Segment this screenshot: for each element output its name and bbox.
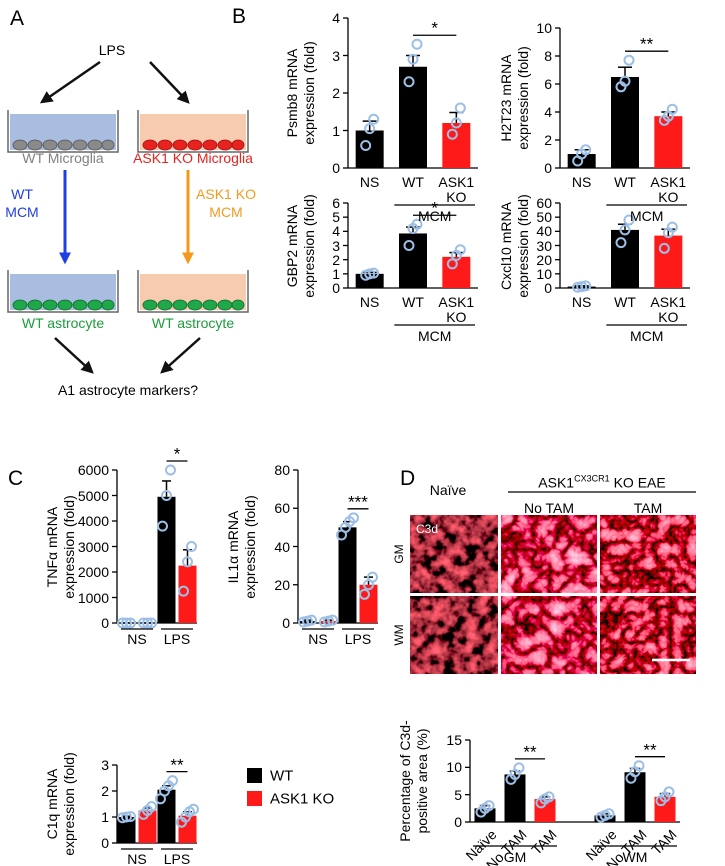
data-point bbox=[188, 803, 199, 815]
dish bbox=[7, 110, 119, 153]
image bbox=[501, 515, 597, 593]
bar bbox=[338, 527, 357, 623]
data-point bbox=[125, 810, 136, 822]
bar bbox=[624, 772, 646, 822]
data-point bbox=[125, 617, 136, 629]
data-point bbox=[446, 128, 458, 140]
data-point bbox=[121, 811, 132, 823]
data-point bbox=[450, 117, 462, 129]
arrow bbox=[149, 61, 190, 104]
bar bbox=[442, 123, 471, 168]
data-point bbox=[306, 614, 317, 626]
data-point bbox=[411, 38, 423, 50]
data-point bbox=[368, 267, 380, 279]
image bbox=[501, 596, 597, 674]
legend-swatch bbox=[247, 768, 262, 783]
data-point bbox=[161, 490, 172, 501]
bar bbox=[534, 799, 556, 822]
data-point bbox=[182, 556, 193, 568]
data-point bbox=[146, 801, 157, 813]
dish bbox=[7, 270, 119, 313]
data-point bbox=[658, 242, 670, 254]
bar bbox=[117, 817, 136, 843]
bar bbox=[654, 116, 683, 168]
data-point bbox=[615, 237, 627, 249]
data-point bbox=[603, 808, 615, 820]
data-point bbox=[454, 244, 466, 256]
image bbox=[410, 596, 498, 674]
arrow bbox=[54, 337, 94, 374]
data-point bbox=[121, 617, 132, 629]
diagram bbox=[7, 60, 249, 374]
bar bbox=[611, 77, 639, 168]
data-point bbox=[348, 512, 359, 524]
data-point bbox=[142, 617, 153, 629]
data-point bbox=[360, 140, 372, 151]
data-point bbox=[619, 75, 631, 87]
image bbox=[410, 515, 498, 593]
data-point bbox=[407, 53, 419, 65]
data-point bbox=[167, 775, 178, 787]
data-point bbox=[364, 268, 376, 280]
data-point bbox=[666, 221, 678, 233]
bar bbox=[611, 229, 639, 288]
data-point bbox=[454, 102, 466, 114]
data-point bbox=[623, 214, 635, 226]
bar bbox=[157, 789, 176, 843]
bar bbox=[504, 774, 526, 822]
data-point bbox=[364, 123, 376, 135]
data-point bbox=[403, 76, 415, 88]
image bbox=[600, 596, 696, 674]
bar bbox=[654, 796, 676, 822]
bar bbox=[178, 815, 197, 843]
data-point bbox=[327, 614, 338, 626]
bar bbox=[157, 496, 176, 623]
data-point bbox=[483, 800, 495, 812]
bar bbox=[399, 233, 427, 288]
data-point bbox=[178, 585, 189, 597]
data-point bbox=[619, 224, 631, 236]
data-point bbox=[513, 762, 525, 774]
data-point bbox=[623, 54, 635, 66]
legend-swatch bbox=[247, 791, 262, 806]
dish bbox=[137, 270, 249, 313]
data-point bbox=[368, 113, 380, 125]
data-point bbox=[146, 617, 157, 629]
bar bbox=[359, 584, 378, 623]
data-point bbox=[580, 144, 592, 156]
bar bbox=[654, 235, 683, 288]
image bbox=[600, 515, 696, 593]
data-point bbox=[411, 218, 423, 230]
data-point bbox=[157, 520, 168, 532]
data-point bbox=[543, 791, 555, 803]
data-point bbox=[359, 588, 370, 600]
data-point bbox=[165, 464, 176, 476]
data-point bbox=[663, 786, 675, 798]
data-point bbox=[403, 240, 415, 251]
dish bbox=[137, 110, 249, 153]
data-point bbox=[633, 760, 645, 772]
data-point bbox=[446, 258, 458, 270]
data-point bbox=[576, 281, 588, 293]
micrograph bbox=[410, 491, 696, 674]
data-point bbox=[367, 571, 378, 583]
data-point bbox=[186, 541, 197, 552]
data-point bbox=[580, 280, 592, 292]
arrow bbox=[39, 60, 101, 104]
arrow bbox=[160, 337, 201, 374]
data-point bbox=[666, 103, 678, 115]
